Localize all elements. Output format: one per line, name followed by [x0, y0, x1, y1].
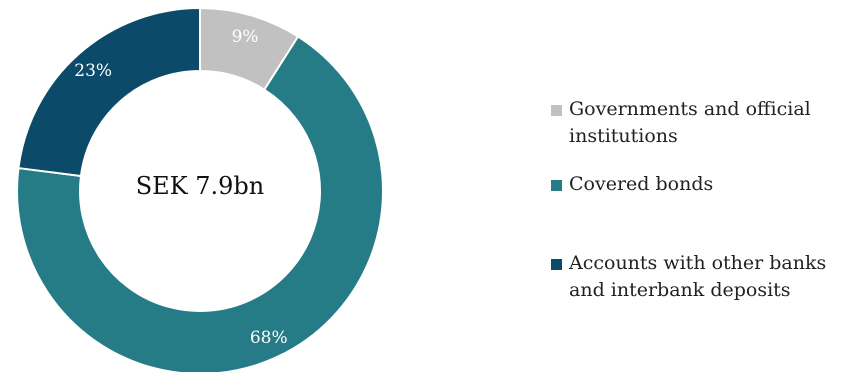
legend-label-covered-bonds: Covered bonds — [569, 173, 714, 195]
legend-label-governments: Governments and official institutions — [569, 98, 811, 147]
legend-item-governments: Governments and official institutions — [551, 96, 844, 150]
legend-label-interbank: Accounts with other banks and interbank … — [569, 252, 827, 301]
legend-swatch-covered-bonds — [551, 180, 562, 191]
slice-governments-value-label: 9% — [232, 27, 259, 47]
center-total-label: SEK 7.9bn — [136, 172, 265, 200]
slice-interbank — [17, 6, 201, 178]
legend-item-covered-bonds: Covered bonds — [551, 171, 844, 198]
donut-slices — [16, 6, 384, 372]
slice-covered-bonds-value-label: 68% — [250, 328, 288, 348]
donut-chart: 9% 68% 23% SEK 7.9bn — [16, 6, 384, 372]
donut-value-labels: 9% 68% 23% — [74, 27, 287, 348]
slice-covered-bonds — [16, 35, 384, 372]
legend-swatch-governments — [551, 105, 562, 116]
legend-swatch-interbank — [551, 259, 562, 270]
slice-interbank-value-label: 23% — [74, 61, 112, 81]
legend-item-interbank: Accounts with other banks and interbank … — [551, 250, 844, 304]
